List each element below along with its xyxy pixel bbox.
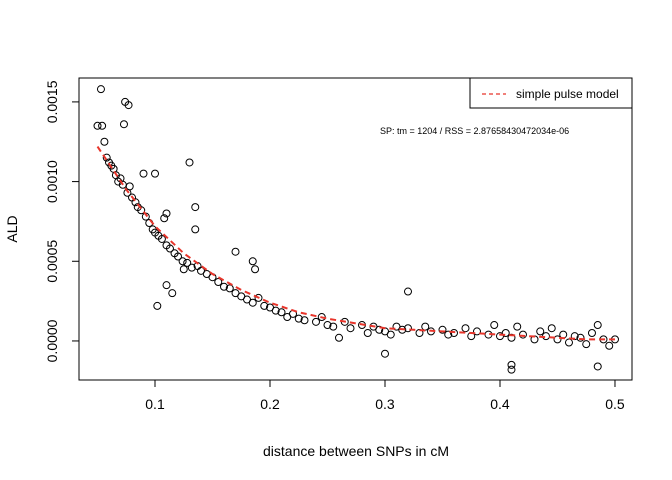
point — [185, 158, 194, 167]
point — [139, 169, 148, 178]
legend-box — [469, 77, 633, 109]
point — [398, 325, 407, 334]
annotation: SP: tm = 1204 / RSS = 2.87658430472034e-… — [380, 126, 569, 136]
point — [231, 247, 240, 256]
point — [225, 284, 234, 293]
x-tick-label: 0.3 — [375, 396, 395, 412]
point — [564, 338, 573, 347]
x-tick-label: 0.1 — [145, 396, 165, 412]
point — [449, 328, 458, 337]
point — [507, 360, 516, 369]
point — [93, 121, 102, 130]
point — [254, 293, 263, 302]
point — [125, 182, 134, 191]
point — [191, 225, 200, 234]
point — [162, 281, 171, 290]
point — [380, 349, 389, 358]
point — [96, 85, 105, 94]
x-tick-label: 0.4 — [490, 396, 510, 412]
point — [187, 263, 196, 272]
point — [248, 298, 257, 307]
point — [553, 335, 562, 344]
point — [191, 203, 200, 212]
point — [271, 306, 280, 315]
point — [100, 137, 109, 146]
legend-label: simple pulse model — [516, 87, 619, 101]
point — [593, 362, 602, 371]
y-tick-label: 0.0000 — [44, 319, 60, 362]
point — [346, 324, 355, 333]
point — [518, 330, 527, 339]
point — [151, 169, 160, 178]
point — [329, 322, 338, 331]
point — [174, 252, 183, 261]
point — [162, 209, 171, 218]
point — [220, 282, 229, 291]
point — [312, 317, 320, 326]
model-line — [96, 145, 615, 341]
x-tick-label: 0.5 — [605, 396, 625, 412]
point — [98, 121, 107, 130]
point — [444, 330, 453, 339]
point — [547, 324, 556, 333]
point — [131, 198, 140, 207]
point — [294, 314, 303, 323]
x-tick-label: 0.2 — [260, 396, 280, 412]
point — [334, 333, 343, 342]
point — [363, 328, 372, 337]
y-axis-title: ALD — [4, 215, 20, 242]
point — [165, 244, 174, 253]
point — [153, 301, 162, 310]
point — [178, 257, 187, 266]
point — [461, 324, 470, 333]
x-axis-title: distance between SNPs in cM — [263, 443, 449, 459]
point — [137, 206, 146, 215]
point — [260, 301, 269, 310]
point — [513, 322, 522, 331]
point — [317, 313, 326, 322]
point — [472, 327, 481, 336]
point — [248, 257, 257, 266]
point — [251, 265, 260, 274]
point — [421, 322, 430, 331]
point — [300, 316, 309, 325]
point — [576, 333, 585, 342]
y-tick-label: 0.0015 — [44, 80, 60, 123]
point — [102, 153, 111, 162]
point — [323, 321, 332, 330]
point — [157, 234, 166, 243]
point — [490, 321, 499, 330]
point — [507, 365, 516, 374]
point — [168, 289, 177, 298]
point — [183, 258, 192, 267]
plot-frame — [78, 77, 633, 381]
y-tick-label: 0.0005 — [44, 240, 60, 283]
point — [124, 101, 133, 110]
y-tick-label: 0.0010 — [44, 160, 60, 203]
point — [119, 120, 128, 129]
point — [403, 287, 412, 296]
point — [386, 330, 395, 339]
point — [403, 324, 412, 333]
point — [160, 214, 169, 223]
point — [179, 265, 188, 274]
point — [587, 328, 596, 337]
point — [214, 277, 223, 286]
point — [375, 325, 384, 334]
point — [501, 328, 510, 337]
point — [438, 325, 447, 334]
point — [582, 340, 591, 349]
point — [536, 327, 545, 336]
point — [605, 341, 614, 350]
point — [593, 321, 602, 330]
point — [277, 308, 286, 317]
